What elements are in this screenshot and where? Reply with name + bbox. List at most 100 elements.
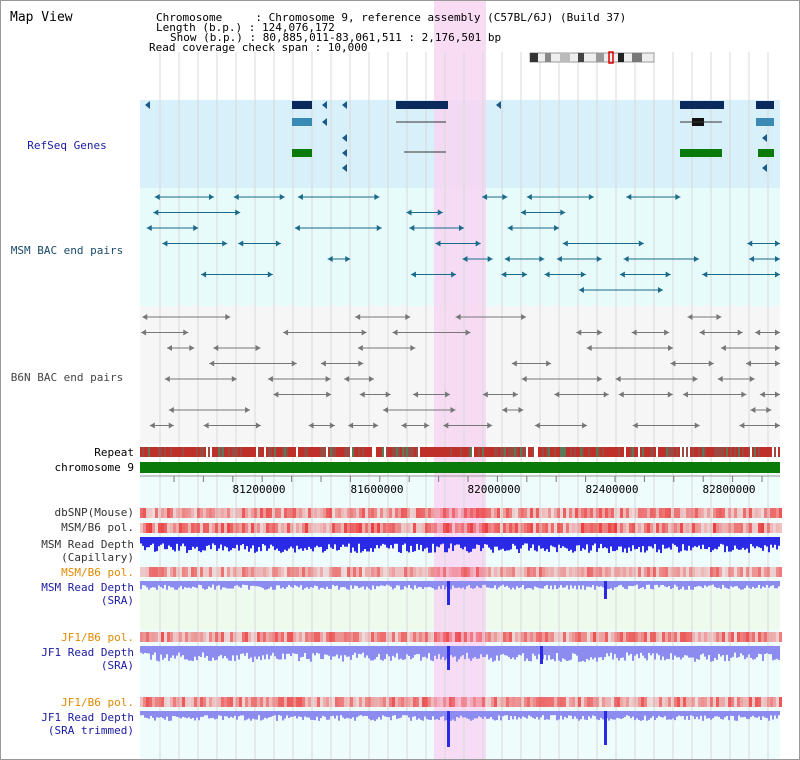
read-depth-bar — [490, 646, 492, 658]
polymorphism-band — [317, 523, 320, 533]
read-depth-bar — [446, 537, 448, 553]
polymorphism-band — [701, 508, 704, 518]
repeat-segment — [422, 447, 424, 457]
polymorphism-band — [413, 523, 416, 533]
repeat-segment — [744, 447, 746, 457]
polymorphism-band — [704, 523, 707, 533]
polymorphism-band — [386, 523, 389, 533]
polymorphism-band — [668, 567, 671, 577]
read-depth-bar — [720, 646, 722, 657]
polymorphism-band — [371, 632, 374, 642]
read-depth-bar — [282, 711, 284, 721]
repeat-segment — [338, 447, 340, 457]
polymorphism-band — [473, 508, 476, 518]
read-depth-bar — [514, 537, 516, 546]
polymorphism-band — [473, 567, 476, 577]
read-depth-bar — [740, 711, 742, 718]
read-depth-bar — [462, 711, 464, 718]
read-depth-bar — [484, 537, 486, 545]
polymorphism-band — [455, 523, 458, 533]
read-depth-bar — [776, 646, 778, 659]
polymorphism-band — [194, 523, 197, 533]
polymorphism-band — [680, 567, 683, 577]
polymorphism-band — [212, 567, 215, 577]
read-depth-bar — [204, 581, 206, 590]
read-depth-bar — [168, 581, 170, 586]
read-depth-bar — [466, 581, 468, 587]
track-label-b6n-bac[interactable]: B6N BAC end pairs — [10, 371, 124, 384]
polymorphism-band — [647, 567, 650, 577]
polymorphism-band — [503, 567, 506, 577]
read-depth-bar — [336, 537, 338, 551]
read-depth-bar — [648, 646, 650, 653]
repeat-segment — [166, 447, 168, 457]
read-depth-bar — [726, 711, 728, 717]
track-label-refseq[interactable]: RefSeq Genes — [27, 139, 107, 152]
polymorphism-band — [158, 523, 161, 533]
read-depth-bar — [220, 581, 222, 590]
polymorphism-band — [281, 632, 284, 642]
polymorphism-band — [293, 508, 296, 518]
gene-arrow — [145, 101, 150, 109]
repeat-segment — [564, 447, 566, 457]
read-depth-bar — [370, 537, 372, 549]
read-depth-bar — [728, 537, 730, 552]
msm-bac-pair-end — [775, 256, 780, 262]
read-depth-bar — [162, 537, 164, 544]
read-depth-bar — [722, 646, 724, 656]
polymorphism-band — [614, 632, 617, 642]
polymorphism-band — [251, 567, 254, 577]
read-depth-bar — [210, 646, 212, 661]
polymorphism-band — [566, 632, 569, 642]
read-depth-bar — [564, 537, 566, 548]
track-label-msm-bac[interactable]: MSM BAC end pairs — [10, 244, 124, 257]
read-depth-bar — [654, 646, 656, 660]
read-depth-bar — [202, 646, 204, 653]
polymorphism-band — [713, 508, 716, 518]
read-depth-bar — [270, 646, 272, 656]
polymorphism-band — [668, 523, 671, 533]
read-depth-bar — [680, 537, 682, 552]
repeat-segment — [260, 447, 262, 457]
polymorphism-band — [611, 632, 614, 642]
read-depth-bar — [246, 581, 248, 586]
polymorphism-band — [218, 567, 221, 577]
polymorphism-band — [521, 508, 524, 518]
read-depth-bar — [376, 646, 378, 657]
b6n-bac-pair-end — [597, 376, 603, 382]
read-depth-bar — [166, 581, 168, 590]
repeat-segment — [294, 447, 296, 457]
read-depth-bar — [730, 711, 732, 716]
polymorphism-band — [605, 697, 608, 707]
read-depth-bar — [674, 646, 676, 656]
read-depth-bar — [764, 537, 766, 546]
read-depth-bar — [438, 711, 440, 720]
read-depth-bar — [318, 646, 320, 654]
read-depth-bar — [670, 711, 672, 720]
read-depth-bar — [650, 581, 652, 589]
read-depth-bar — [426, 646, 428, 659]
polymorphism-band — [176, 697, 179, 707]
read-depth-bar — [368, 646, 370, 659]
read-depth-bar — [572, 646, 574, 654]
b6n-bac-pair-end — [699, 329, 705, 336]
polymorphism-band — [584, 697, 587, 707]
read-depth-bar — [146, 537, 148, 548]
polymorphism-band — [308, 697, 311, 707]
polymorphism-band — [575, 632, 578, 642]
read-depth-bar — [590, 711, 592, 719]
read-depth-bar — [634, 581, 636, 586]
polymorphism-band — [467, 567, 470, 577]
read-depth-bar — [140, 711, 142, 716]
read-depth-bar — [420, 646, 422, 661]
read-depth-bar — [752, 711, 754, 716]
polymorphism-band — [449, 523, 452, 533]
b6n-bac-pair-end — [445, 391, 451, 398]
read-depth-bar — [758, 581, 760, 586]
read-depth-bar — [582, 537, 584, 549]
read-depth-bar — [544, 646, 546, 655]
polymorphism-band — [329, 508, 332, 518]
read-depth-bar — [636, 646, 638, 655]
polymorphism-band — [356, 523, 359, 533]
